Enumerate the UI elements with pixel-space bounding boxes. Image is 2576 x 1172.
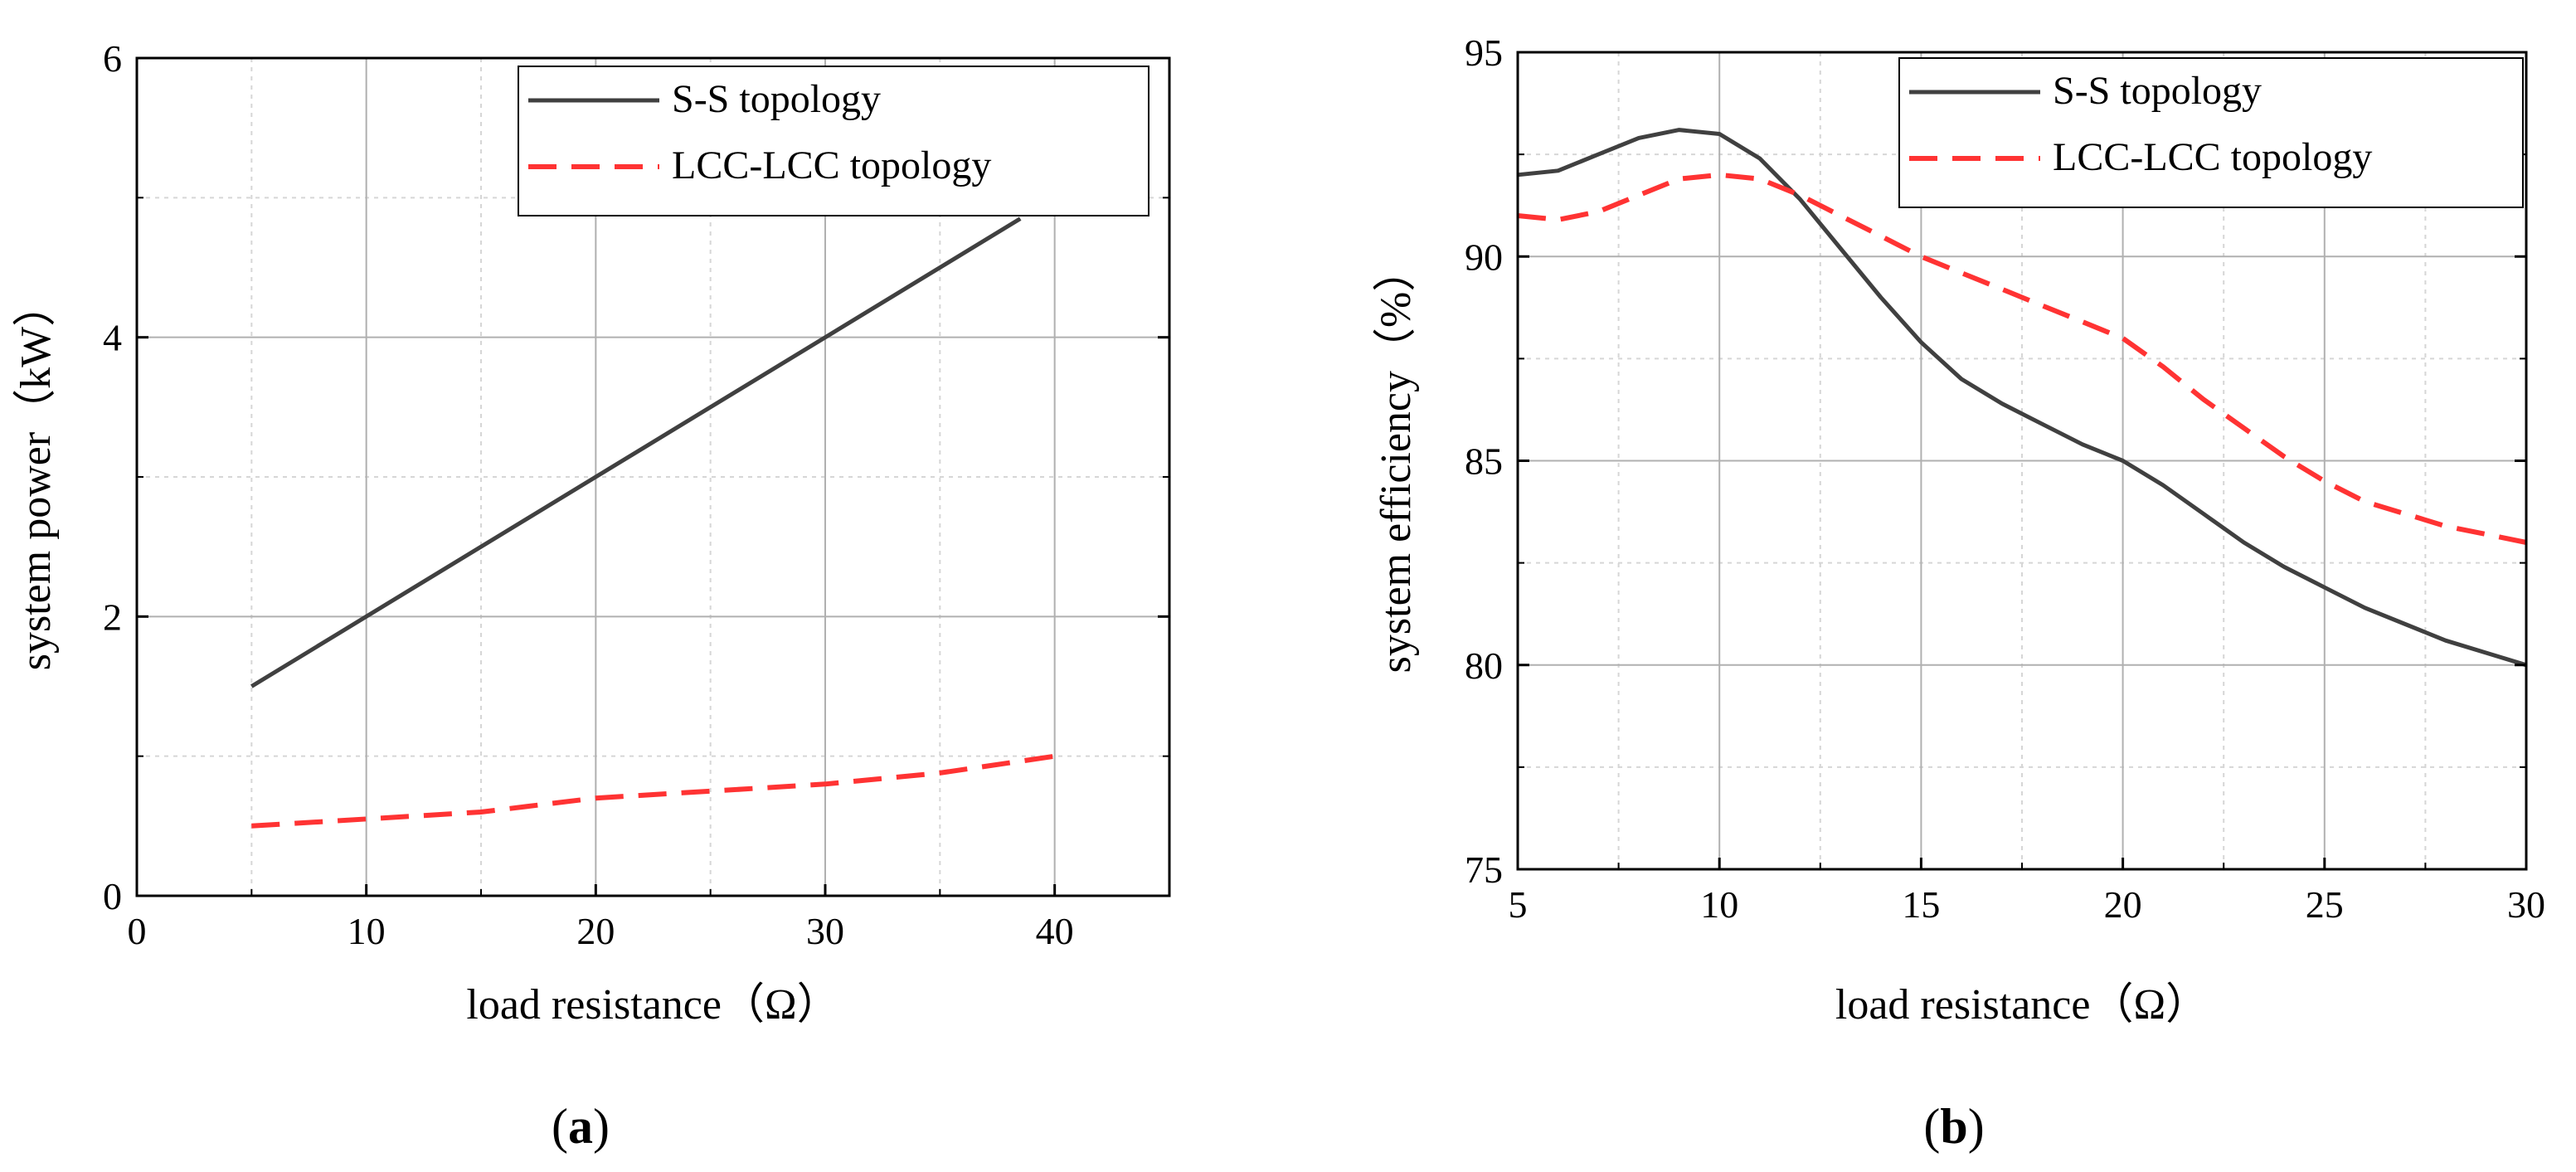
chart-a-legend-label-lcc: LCC-LCC topology xyxy=(672,143,991,187)
y-tick-label: 6 xyxy=(103,37,122,80)
x-tick-label: 10 xyxy=(1700,883,1738,926)
y-tick-label: 2 xyxy=(103,596,122,638)
series-lcc-line xyxy=(1517,172,2527,545)
y-tick-label: 0 xyxy=(103,875,122,917)
x-tick-label: 10 xyxy=(348,910,386,952)
chart-a-series xyxy=(250,216,1056,829)
x-tick-label: 40 xyxy=(1036,910,1074,952)
chart-b: 5 10 15 20 25 30 75 80 85 90 95 load resistance（Ω）… xyxy=(1373,32,2545,1029)
series-lcc-line xyxy=(251,753,1056,829)
chart-b-legend: S-S topology LCC-LCC topology xyxy=(1898,57,2524,208)
panel-caption-a: (a) xyxy=(552,1099,610,1154)
chart-b-series xyxy=(1517,128,2527,668)
chart-a-x-axis-label: load resistance（Ω） xyxy=(466,981,839,1029)
chart-b-y-axis-label: system efficiency（%） xyxy=(1373,249,1420,674)
chart-b-legend-label-lcc: LCC-LCC topology xyxy=(2053,135,2372,179)
panel-a-open: ( xyxy=(552,1099,568,1154)
chart-a-legend-label-ss: S-S topology xyxy=(672,77,881,121)
x-tick-label: 20 xyxy=(2104,883,2142,926)
y-tick-label: 75 xyxy=(1465,849,1503,891)
series-ss-line xyxy=(250,216,1022,688)
panel-a-letter: a xyxy=(568,1099,593,1154)
x-tick-label: 0 xyxy=(128,910,147,952)
chart-b-ticks: 5 10 15 20 25 30 75 80 85 90 95 xyxy=(1465,32,2545,926)
chart-a: 0 10 20 30 40 0 2 4 6 load resistance（Ω） system … xyxy=(12,37,1171,1029)
chart-a-legend: S-S topology LCC-LCC topology xyxy=(518,66,1149,216)
x-tick-label: 30 xyxy=(806,910,844,952)
series-ss-line xyxy=(1517,128,2527,668)
chart-b-legend-label-ss: S-S topology xyxy=(2053,69,2262,113)
panel-caption-b: (b) xyxy=(1923,1099,1984,1154)
x-tick-label: 20 xyxy=(576,910,615,952)
y-tick-label: 80 xyxy=(1465,644,1503,687)
chart-a-y-axis-label: system power（kW） xyxy=(12,284,60,670)
y-tick-label: 90 xyxy=(1465,236,1503,278)
x-tick-label: 30 xyxy=(2507,883,2545,926)
chart-a-ticks: 0 10 20 30 40 0 2 4 6 xyxy=(103,37,1169,952)
y-tick-label: 95 xyxy=(1465,32,1503,74)
x-tick-label: 5 xyxy=(1509,883,1528,926)
x-tick-label: 25 xyxy=(2306,883,2344,926)
panel-b-letter: b xyxy=(1940,1099,1967,1154)
chart-b-x-axis-label: load resistance（Ω） xyxy=(1835,981,2209,1029)
chart-a-legend-box xyxy=(518,66,1149,216)
chart-b-legend-box xyxy=(1898,57,2524,208)
panel-b-open: ( xyxy=(1923,1099,1940,1154)
x-tick-label: 15 xyxy=(1902,883,1940,926)
panel-b-close: ) xyxy=(1968,1099,1985,1154)
y-tick-label: 4 xyxy=(103,317,122,359)
panel-a-close: ) xyxy=(593,1099,610,1154)
y-tick-label: 85 xyxy=(1465,440,1503,483)
